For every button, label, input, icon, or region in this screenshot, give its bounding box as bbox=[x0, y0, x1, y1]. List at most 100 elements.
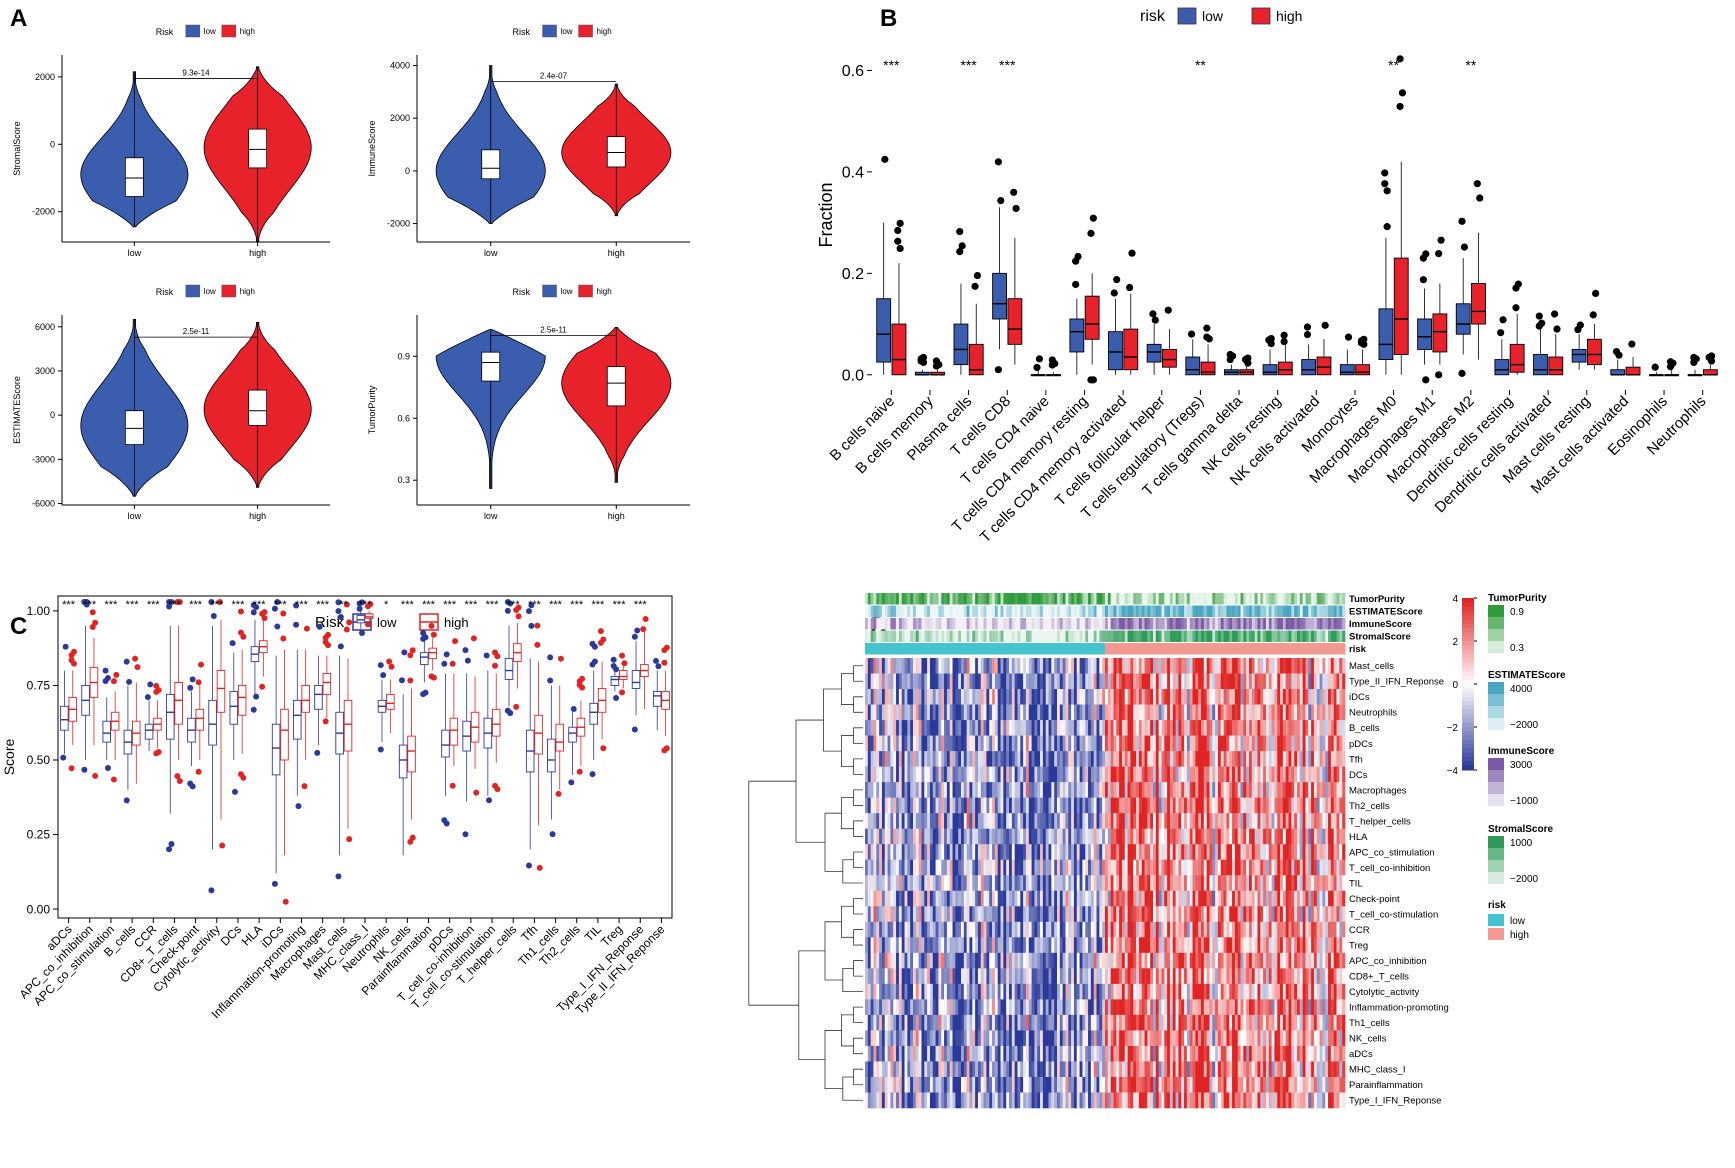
heatmap-cell bbox=[1209, 782, 1213, 798]
heatmap-cell bbox=[949, 813, 953, 829]
heatmap-cell bbox=[918, 952, 922, 969]
heatmap-cell bbox=[932, 735, 936, 752]
heatmap-cell bbox=[1212, 782, 1216, 798]
heatmap-cell bbox=[989, 890, 993, 907]
heatmap-cell bbox=[944, 968, 948, 985]
heatmap-cell bbox=[1330, 921, 1335, 938]
heatmap-cell bbox=[1045, 844, 1049, 861]
heatmap-cell bbox=[1299, 844, 1304, 861]
box-low bbox=[589, 702, 598, 725]
heatmap-cell bbox=[1003, 921, 1007, 938]
outlier-point bbox=[409, 647, 416, 654]
heatmap-cell bbox=[1243, 906, 1247, 923]
heatmap-cell bbox=[1285, 766, 1289, 783]
heatmap-cell bbox=[1028, 983, 1032, 1000]
outlier-point bbox=[280, 610, 287, 617]
heatmap-cell bbox=[972, 828, 976, 845]
heatmap-cell bbox=[901, 983, 905, 1000]
heatmap-cell bbox=[1169, 844, 1174, 861]
heatmap-cell bbox=[890, 1014, 894, 1031]
heatmap-cell bbox=[932, 751, 936, 767]
heatmap-cell bbox=[1209, 999, 1213, 1016]
heatmap-cell bbox=[1073, 890, 1078, 907]
heatmap-cell bbox=[1203, 658, 1208, 674]
heatmap-cell bbox=[1144, 983, 1148, 1000]
heatmap-cell bbox=[1082, 999, 1086, 1016]
heatmap-cell bbox=[890, 890, 894, 907]
heatmap-cell bbox=[1274, 689, 1278, 705]
heatmap-cell bbox=[1130, 720, 1134, 736]
heatmap-cell bbox=[1068, 828, 1072, 845]
heatmap-cell bbox=[1325, 844, 1329, 861]
heatmap-cell bbox=[1198, 813, 1202, 829]
heatmap-cell bbox=[1220, 890, 1224, 907]
heatmap-cell bbox=[1195, 968, 1199, 985]
heatmap-cell bbox=[1311, 735, 1315, 752]
heatmap-cell bbox=[1274, 751, 1278, 767]
heatmap-cell bbox=[1034, 968, 1038, 985]
heatmap-cell bbox=[918, 890, 922, 907]
heatmap-cell bbox=[1308, 735, 1312, 752]
outlier-point bbox=[1690, 358, 1698, 367]
heatmap-cell bbox=[1181, 766, 1185, 783]
heatmap-cell bbox=[1195, 735, 1199, 752]
heatmap-cell bbox=[1040, 1014, 1044, 1031]
heatmap-cell bbox=[1051, 999, 1055, 1016]
heatmap-cell bbox=[1136, 952, 1140, 969]
heatmap-cell bbox=[1339, 813, 1343, 829]
heatmap-cell bbox=[1342, 906, 1346, 923]
heatmap-cell bbox=[1034, 720, 1038, 736]
heatmap-cell bbox=[1271, 952, 1275, 969]
heatmap-cell bbox=[1006, 673, 1010, 690]
heatmap-cell bbox=[941, 735, 945, 752]
heatmap-cell bbox=[1040, 983, 1044, 1000]
heatmap-cell bbox=[873, 983, 877, 1000]
heatmap-cell bbox=[992, 921, 996, 938]
heatmap-cell bbox=[1006, 689, 1010, 705]
heatmap-cell bbox=[994, 813, 999, 829]
heatmap-cell bbox=[1257, 735, 1261, 752]
heatmap-cell bbox=[1184, 782, 1188, 798]
heatmap-cell bbox=[938, 890, 942, 907]
heatmap-cell bbox=[1330, 813, 1335, 829]
heatmap-cell bbox=[989, 921, 993, 938]
box-low bbox=[165, 693, 175, 740]
heatmap-cell bbox=[1265, 921, 1270, 938]
heatmap-cell bbox=[1034, 828, 1038, 845]
heatmap-cell bbox=[1240, 658, 1244, 674]
heatmap-cell bbox=[1274, 968, 1278, 985]
heatmap-cell bbox=[935, 782, 939, 798]
heatmap-cell bbox=[1169, 983, 1174, 1000]
heatmap-cell bbox=[1302, 735, 1306, 752]
heatmap-cell bbox=[1336, 968, 1340, 985]
heatmap-cell bbox=[879, 751, 883, 767]
outlier-point bbox=[134, 664, 141, 671]
heatmap-cell bbox=[972, 1014, 976, 1031]
heatmap-cell bbox=[1330, 766, 1335, 783]
heatmap-cell bbox=[944, 983, 948, 1000]
heatmap-cell bbox=[1285, 735, 1289, 752]
heatmap-cell bbox=[1251, 890, 1256, 907]
heatmap-cell bbox=[1172, 937, 1176, 954]
heatmap-cell bbox=[932, 766, 936, 783]
heatmap-cell bbox=[1062, 828, 1066, 845]
heatmap-cell bbox=[1079, 782, 1083, 798]
heatmap-cell bbox=[994, 890, 999, 907]
heatmap-cell bbox=[1220, 906, 1224, 923]
heatmap-cell bbox=[1011, 968, 1016, 985]
heatmap-cell bbox=[1280, 782, 1284, 798]
heatmap-cell bbox=[992, 828, 996, 845]
heatmap-cell bbox=[1051, 1014, 1055, 1031]
heatmap-cell bbox=[1297, 844, 1301, 861]
heatmap-cell bbox=[1161, 983, 1165, 1000]
heatmap-cell bbox=[1313, 890, 1318, 907]
heatmap-cell bbox=[986, 1014, 990, 1031]
heatmap-cell bbox=[961, 813, 965, 829]
box-low bbox=[1494, 359, 1510, 376]
heatmap-cell bbox=[1178, 952, 1182, 969]
heatmap-cell bbox=[893, 813, 897, 829]
heatmap-cell bbox=[1003, 704, 1007, 721]
heatmap-cell bbox=[1308, 844, 1312, 861]
heatmap-cell bbox=[1099, 906, 1103, 923]
heatmap-cell bbox=[1054, 1014, 1058, 1031]
